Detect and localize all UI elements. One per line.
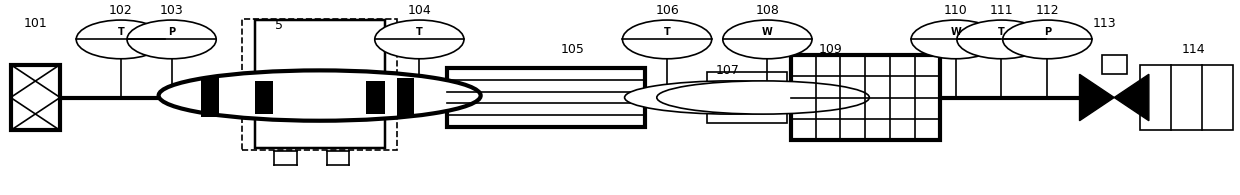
Ellipse shape xyxy=(622,20,712,59)
Text: W: W xyxy=(763,27,773,37)
Text: 114: 114 xyxy=(1182,43,1205,56)
Bar xyxy=(791,55,940,140)
Bar xyxy=(201,78,218,117)
Text: 102: 102 xyxy=(109,4,133,17)
Bar xyxy=(1102,55,1127,74)
Bar xyxy=(1141,65,1233,130)
Bar xyxy=(397,78,414,117)
Bar xyxy=(446,68,645,127)
Ellipse shape xyxy=(76,20,165,59)
Polygon shape xyxy=(1080,74,1115,121)
Text: P: P xyxy=(1044,27,1050,37)
Bar xyxy=(11,65,61,130)
Bar xyxy=(707,72,787,123)
Circle shape xyxy=(625,81,837,114)
Ellipse shape xyxy=(957,20,1047,59)
Text: T: T xyxy=(998,27,1004,37)
Bar xyxy=(366,81,384,114)
Text: 112: 112 xyxy=(1035,4,1059,17)
Text: 107: 107 xyxy=(715,64,740,77)
Ellipse shape xyxy=(1003,20,1092,59)
Text: 106: 106 xyxy=(655,4,680,17)
Text: T: T xyxy=(118,27,124,37)
Text: T: T xyxy=(663,27,671,37)
Ellipse shape xyxy=(126,20,216,59)
Text: 111: 111 xyxy=(990,4,1013,17)
Ellipse shape xyxy=(723,20,812,59)
Bar xyxy=(242,19,397,150)
Text: 101: 101 xyxy=(24,17,47,30)
Text: 5: 5 xyxy=(275,19,284,32)
Polygon shape xyxy=(1115,74,1149,121)
Text: 104: 104 xyxy=(408,4,432,17)
Text: T: T xyxy=(415,27,423,37)
Text: 113: 113 xyxy=(1092,17,1116,30)
Circle shape xyxy=(159,70,481,121)
Circle shape xyxy=(657,81,869,114)
Text: 110: 110 xyxy=(944,4,967,17)
Ellipse shape xyxy=(911,20,1001,59)
Text: P: P xyxy=(169,27,175,37)
Text: 105: 105 xyxy=(560,43,585,56)
Text: 103: 103 xyxy=(160,4,184,17)
Ellipse shape xyxy=(374,20,464,59)
Bar xyxy=(254,81,273,114)
Bar xyxy=(254,20,384,148)
Text: 109: 109 xyxy=(818,43,842,56)
Text: W: W xyxy=(950,27,961,37)
Text: 108: 108 xyxy=(755,4,779,17)
